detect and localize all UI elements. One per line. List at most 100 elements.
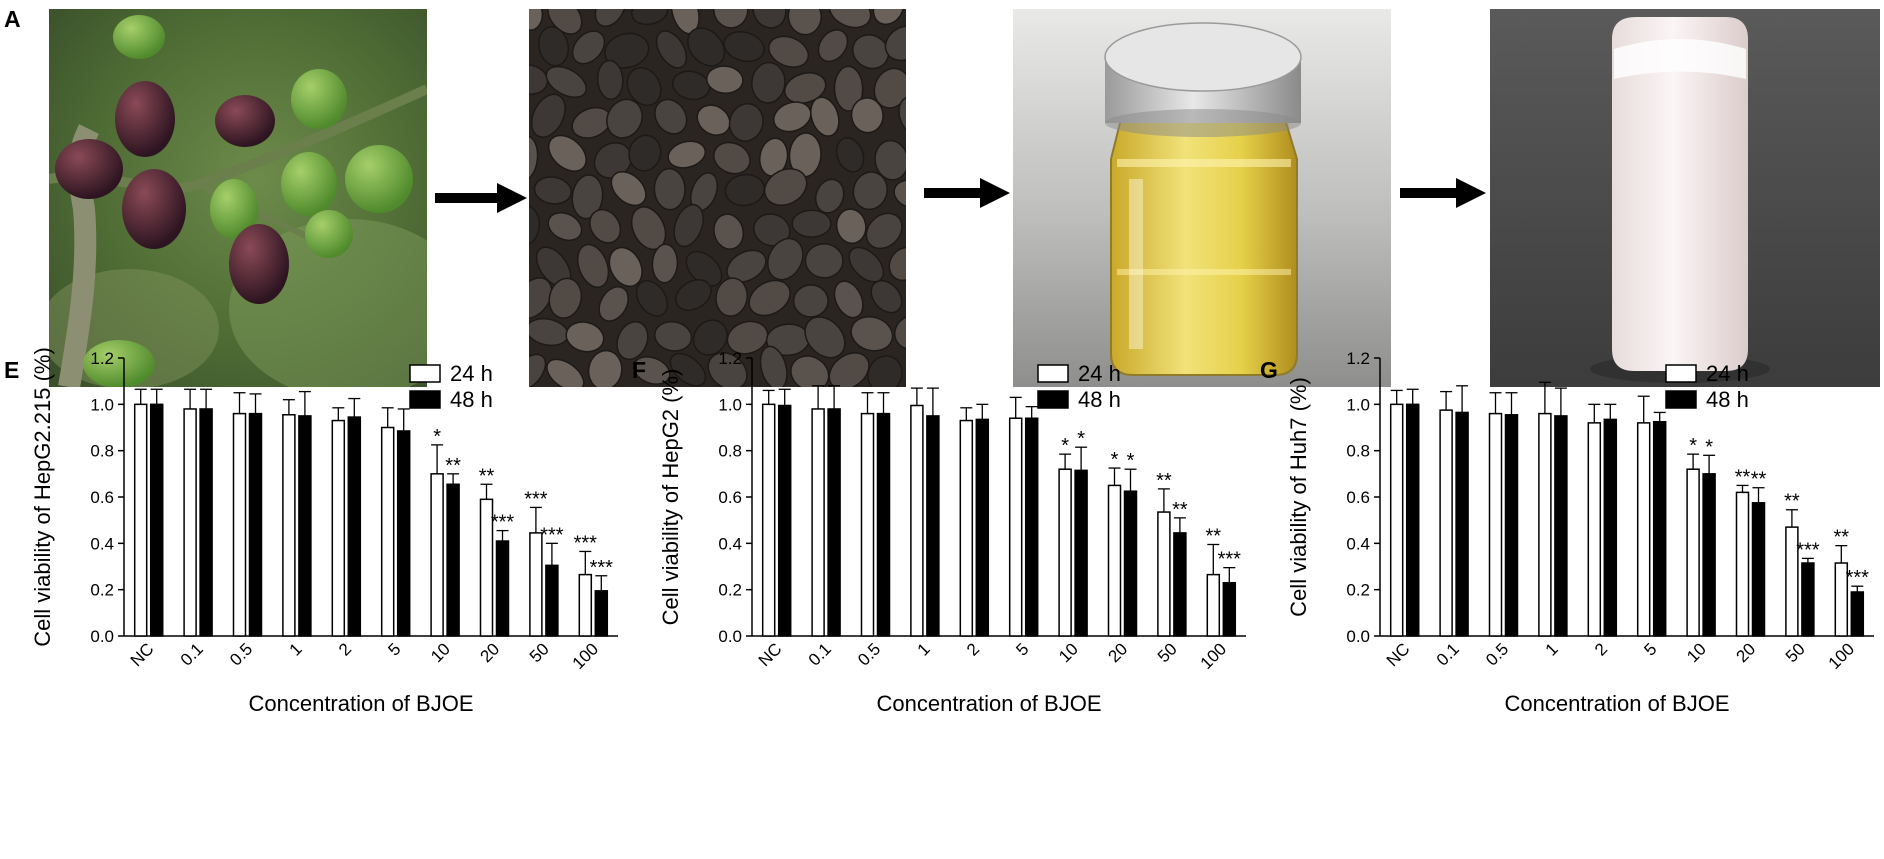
x-tick-label: 0.1 (805, 639, 835, 669)
bar-48h (396, 430, 411, 637)
bar-24h (761, 403, 776, 637)
bar-48h (1603, 418, 1618, 637)
x-tick-label: 1 (1542, 639, 1562, 659)
significance-label: *** (1218, 549, 1242, 571)
bar-24h (133, 403, 148, 637)
bar-24h (1206, 573, 1221, 637)
bar-24h (959, 419, 974, 637)
x-axis-label: Concentration of BJOE (248, 691, 473, 716)
bar-48h (446, 483, 460, 637)
y-tick-label: 0.4 (718, 534, 742, 553)
bar-24h (1686, 468, 1700, 637)
x-tick-label: 100 (1825, 639, 1858, 672)
x-tick-label: 5 (384, 639, 404, 659)
bar-24h (183, 408, 197, 637)
chart-panel-g: G Cell viability of Huh7 (%) 0.0 0.2 0.4 0.6 0… (1256, 349, 1884, 859)
bar-24h (380, 426, 395, 637)
x-tick-label: 0.1 (1433, 639, 1463, 669)
y-axis-label: Cell viability of Huh7 (%) (1286, 377, 1311, 617)
significance-label: ** (1751, 469, 1767, 491)
x-tick-label: 50 (1782, 639, 1809, 666)
x-tick-label: 2 (963, 639, 983, 659)
y-tick-label: 0.0 (1346, 627, 1370, 646)
significance-label: ** (445, 455, 461, 477)
bar-48h (545, 564, 559, 637)
y-axis-label: Cell viability of HepG2 (%) (658, 369, 683, 626)
significance-label: * (1111, 449, 1119, 471)
bar-24h (1785, 526, 1799, 637)
y-tick-label: 1.2 (90, 349, 114, 368)
bar-24h (1439, 409, 1453, 637)
legend-label-24h: 24 h (1078, 361, 1121, 386)
x-tick-label: 2 (335, 639, 355, 659)
x-tick-label: 10 (1055, 639, 1082, 666)
y-tick-label: 0.8 (1346, 442, 1370, 461)
significance-label: *** (1846, 567, 1870, 589)
arrow-right-icon (924, 178, 1010, 208)
bar-chart-e: E Cell viability of HepG2.215 (%) 0.0 0.2 0.… (4, 347, 618, 716)
photo-dried-seeds (529, 9, 906, 387)
x-tick-label: 0.1 (177, 639, 207, 669)
chart-panel-f: F Cell viability of HepG2 (%) 0.0 0.2 0.4 0.6… (628, 349, 1256, 859)
x-tick-label: 0.5 (854, 639, 884, 669)
bar-48h (1554, 415, 1568, 637)
x-tick-label: 1 (914, 639, 934, 659)
y-tick-label: 0.2 (90, 581, 114, 600)
x-tick-label: 20 (477, 639, 504, 666)
panel-label-f: F (632, 357, 646, 383)
y-tick-label: 0.0 (718, 627, 742, 646)
x-tick-label: 1 (286, 639, 306, 659)
bar-48h (248, 412, 263, 637)
significance-label: * (1127, 450, 1135, 472)
bar-48h (149, 403, 164, 637)
bar-24h (1834, 562, 1849, 637)
x-tick-label: 50 (1154, 639, 1181, 666)
significance-label: ** (1735, 466, 1751, 488)
significance-label: * (1689, 435, 1697, 457)
significance-label: *** (491, 512, 515, 534)
bar-48h (1024, 417, 1039, 637)
x-tick-label: 20 (1733, 639, 1760, 666)
legend-swatch-48h (1037, 390, 1069, 409)
bar-24h (1587, 422, 1602, 637)
legend-label-48h: 48 h (1078, 387, 1121, 412)
bar-24h (331, 419, 346, 637)
x-tick-label: 50 (526, 639, 553, 666)
significance-label: ** (1156, 470, 1172, 492)
y-tick-label: 0.4 (90, 534, 114, 553)
legend-label-24h: 24 h (1706, 361, 1749, 386)
significance-label: ** (1784, 491, 1800, 513)
bar-48h (1123, 490, 1138, 637)
bar-24h (1636, 422, 1651, 637)
photo-emulsion-vial (1490, 9, 1880, 387)
x-tick-label: NC (1383, 639, 1414, 670)
significance-label: *** (590, 557, 614, 579)
panel-label-g: G (1260, 357, 1278, 383)
bar-chart-g: G Cell viability of Huh7 (%) 0.0 0.2 0.4 0.6 0… (1260, 349, 1874, 716)
bar-48h (1173, 532, 1187, 637)
y-tick-label: 0.2 (1346, 581, 1370, 600)
bar-48h (1850, 591, 1865, 637)
significance-label: *** (1796, 539, 1820, 561)
x-axis-label: Concentration of BJOE (876, 691, 1101, 716)
x-tick-label: 100 (569, 639, 602, 672)
y-tick-label: 1.2 (1346, 349, 1370, 368)
x-tick-label: 20 (1105, 639, 1132, 666)
legend-swatch-48h (1665, 390, 1697, 409)
bar-48h (1405, 403, 1420, 637)
bar-48h (926, 415, 940, 637)
x-tick-label: 5 (1640, 639, 1660, 659)
bar-24h (860, 412, 875, 637)
y-tick-label: 0.6 (718, 488, 742, 507)
significance-label: *** (540, 524, 564, 546)
bar-48h (1504, 414, 1519, 637)
legend-swatch-24h (1037, 364, 1069, 383)
arrow-right-icon (435, 183, 527, 213)
x-axis-label: Concentration of BJOE (1504, 691, 1729, 716)
significance-label: *** (524, 488, 548, 510)
bar-24h (1008, 417, 1023, 637)
bar-24h (1488, 412, 1503, 637)
y-tick-label: 0.8 (718, 442, 742, 461)
x-tick-label: 10 (1683, 639, 1710, 666)
legend-label-48h: 48 h (1706, 387, 1749, 412)
